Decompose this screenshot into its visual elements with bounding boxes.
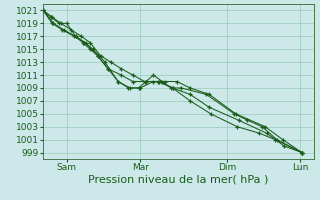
- X-axis label: Pression niveau de la mer( hPa ): Pression niveau de la mer( hPa ): [88, 175, 268, 185]
